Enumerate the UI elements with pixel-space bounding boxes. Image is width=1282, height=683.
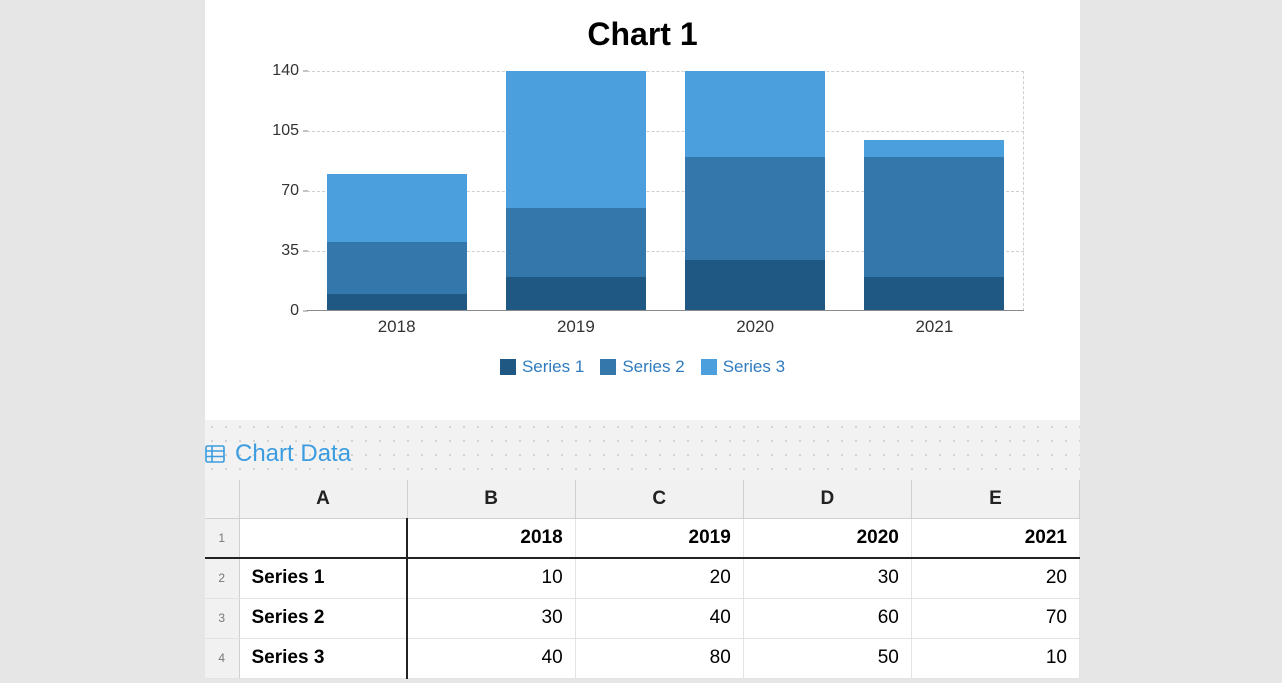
bar-segment[interactable]: [685, 71, 825, 157]
legend-swatch: [701, 359, 717, 375]
x-tick-label: 2018: [307, 317, 486, 337]
x-axis-baseline: [307, 310, 1024, 311]
legend-label: Series 1: [522, 357, 584, 377]
table-cell[interactable]: 20: [911, 558, 1079, 598]
bar-segment[interactable]: [685, 260, 825, 311]
y-tick-label: 105: [241, 122, 299, 140]
table-cell[interactable]: 2019: [575, 518, 743, 558]
bar-segment[interactable]: [506, 208, 646, 277]
chart-card: Chart 1 0 35 70 105 140 2018201920202021 Ser…: [205, 0, 1080, 420]
chart-plot: [307, 71, 1024, 311]
table-corner: [205, 480, 239, 518]
bar-segment[interactable]: [506, 71, 646, 208]
table-cell[interactable]: 2018: [407, 518, 575, 558]
table-cell[interactable]: Series 2: [239, 598, 407, 638]
table-cell[interactable]: 30: [407, 598, 575, 638]
col-header[interactable]: B: [407, 480, 575, 518]
legend-label: Series 2: [622, 357, 684, 377]
chart-data-title: Chart Data: [235, 440, 351, 468]
x-axis-labels: 2018201920202021: [307, 317, 1024, 337]
table-cell[interactable]: 2020: [743, 518, 911, 558]
table-cell[interactable]: 10: [407, 558, 575, 598]
legend-swatch: [500, 359, 516, 375]
col-header[interactable]: D: [743, 480, 911, 518]
legend-swatch: [600, 359, 616, 375]
bar-segment[interactable]: [506, 277, 646, 311]
data-table[interactable]: A B C D E 1 2018 2019 2020 2021 2: [205, 480, 1080, 679]
bar-stack[interactable]: [327, 174, 467, 311]
bar-slot: [845, 71, 1024, 311]
bar-slot: [307, 71, 486, 311]
bar-segment[interactable]: [864, 140, 1004, 157]
col-header[interactable]: E: [911, 480, 1079, 518]
viewport-clip: [205, 659, 1080, 683]
row-number[interactable]: 3: [205, 598, 239, 638]
bar-group: [307, 71, 1024, 311]
bar-segment[interactable]: [327, 242, 467, 293]
table-cell[interactable]: 30: [743, 558, 911, 598]
table-cell[interactable]: 2021: [911, 518, 1079, 558]
table-cell[interactable]: [239, 518, 407, 558]
legend-item[interactable]: Series 3: [701, 357, 785, 377]
chart-legend: Series 1 Series 2 Series 3: [205, 357, 1080, 380]
table-cell[interactable]: 40: [575, 598, 743, 638]
bar-slot: [666, 71, 845, 311]
y-tick-label: 70: [241, 182, 299, 200]
row-number[interactable]: 2: [205, 558, 239, 598]
bar-stack[interactable]: [506, 71, 646, 311]
y-tick-label: 35: [241, 242, 299, 260]
table-cell[interactable]: 70: [911, 598, 1079, 638]
column-letter-row: A B C D E: [205, 480, 1080, 518]
legend-item[interactable]: Series 2: [600, 357, 684, 377]
legend-item[interactable]: Series 1: [500, 357, 584, 377]
bar-slot: [486, 71, 665, 311]
y-tick-label: 0: [241, 302, 299, 320]
table-row: 3 Series 2 30 40 60 70: [205, 598, 1080, 638]
col-header[interactable]: A: [239, 480, 407, 518]
table-row: 1 2018 2019 2020 2021: [205, 518, 1080, 558]
bar-segment[interactable]: [864, 157, 1004, 277]
chart-plot-area: 03570105140 2018201920202021: [241, 71, 1044, 331]
col-header[interactable]: C: [575, 480, 743, 518]
table-icon: [205, 444, 225, 464]
table-cell[interactable]: 60: [743, 598, 911, 638]
table-row: 2 Series 1 10 20 30 20: [205, 558, 1080, 598]
chart-title: Chart 1: [205, 16, 1080, 53]
y-tick-label: 140: [241, 62, 299, 80]
chart-data-section: Chart Data A B C D E 1 2018 2019: [205, 440, 1080, 679]
table-cell[interactable]: 20: [575, 558, 743, 598]
row-number[interactable]: 1: [205, 518, 239, 558]
chart-data-toggle[interactable]: Chart Data: [205, 440, 1080, 468]
x-tick-label: 2019: [486, 317, 665, 337]
bar-segment[interactable]: [327, 294, 467, 311]
bar-segment[interactable]: [685, 157, 825, 260]
x-tick-label: 2020: [666, 317, 845, 337]
bar-segment[interactable]: [327, 174, 467, 243]
legend-label: Series 3: [723, 357, 785, 377]
bar-stack[interactable]: [685, 71, 825, 311]
table-cell[interactable]: Series 1: [239, 558, 407, 598]
bar-stack[interactable]: [864, 140, 1004, 311]
bar-segment[interactable]: [864, 277, 1004, 311]
x-tick-label: 2021: [845, 317, 1024, 337]
